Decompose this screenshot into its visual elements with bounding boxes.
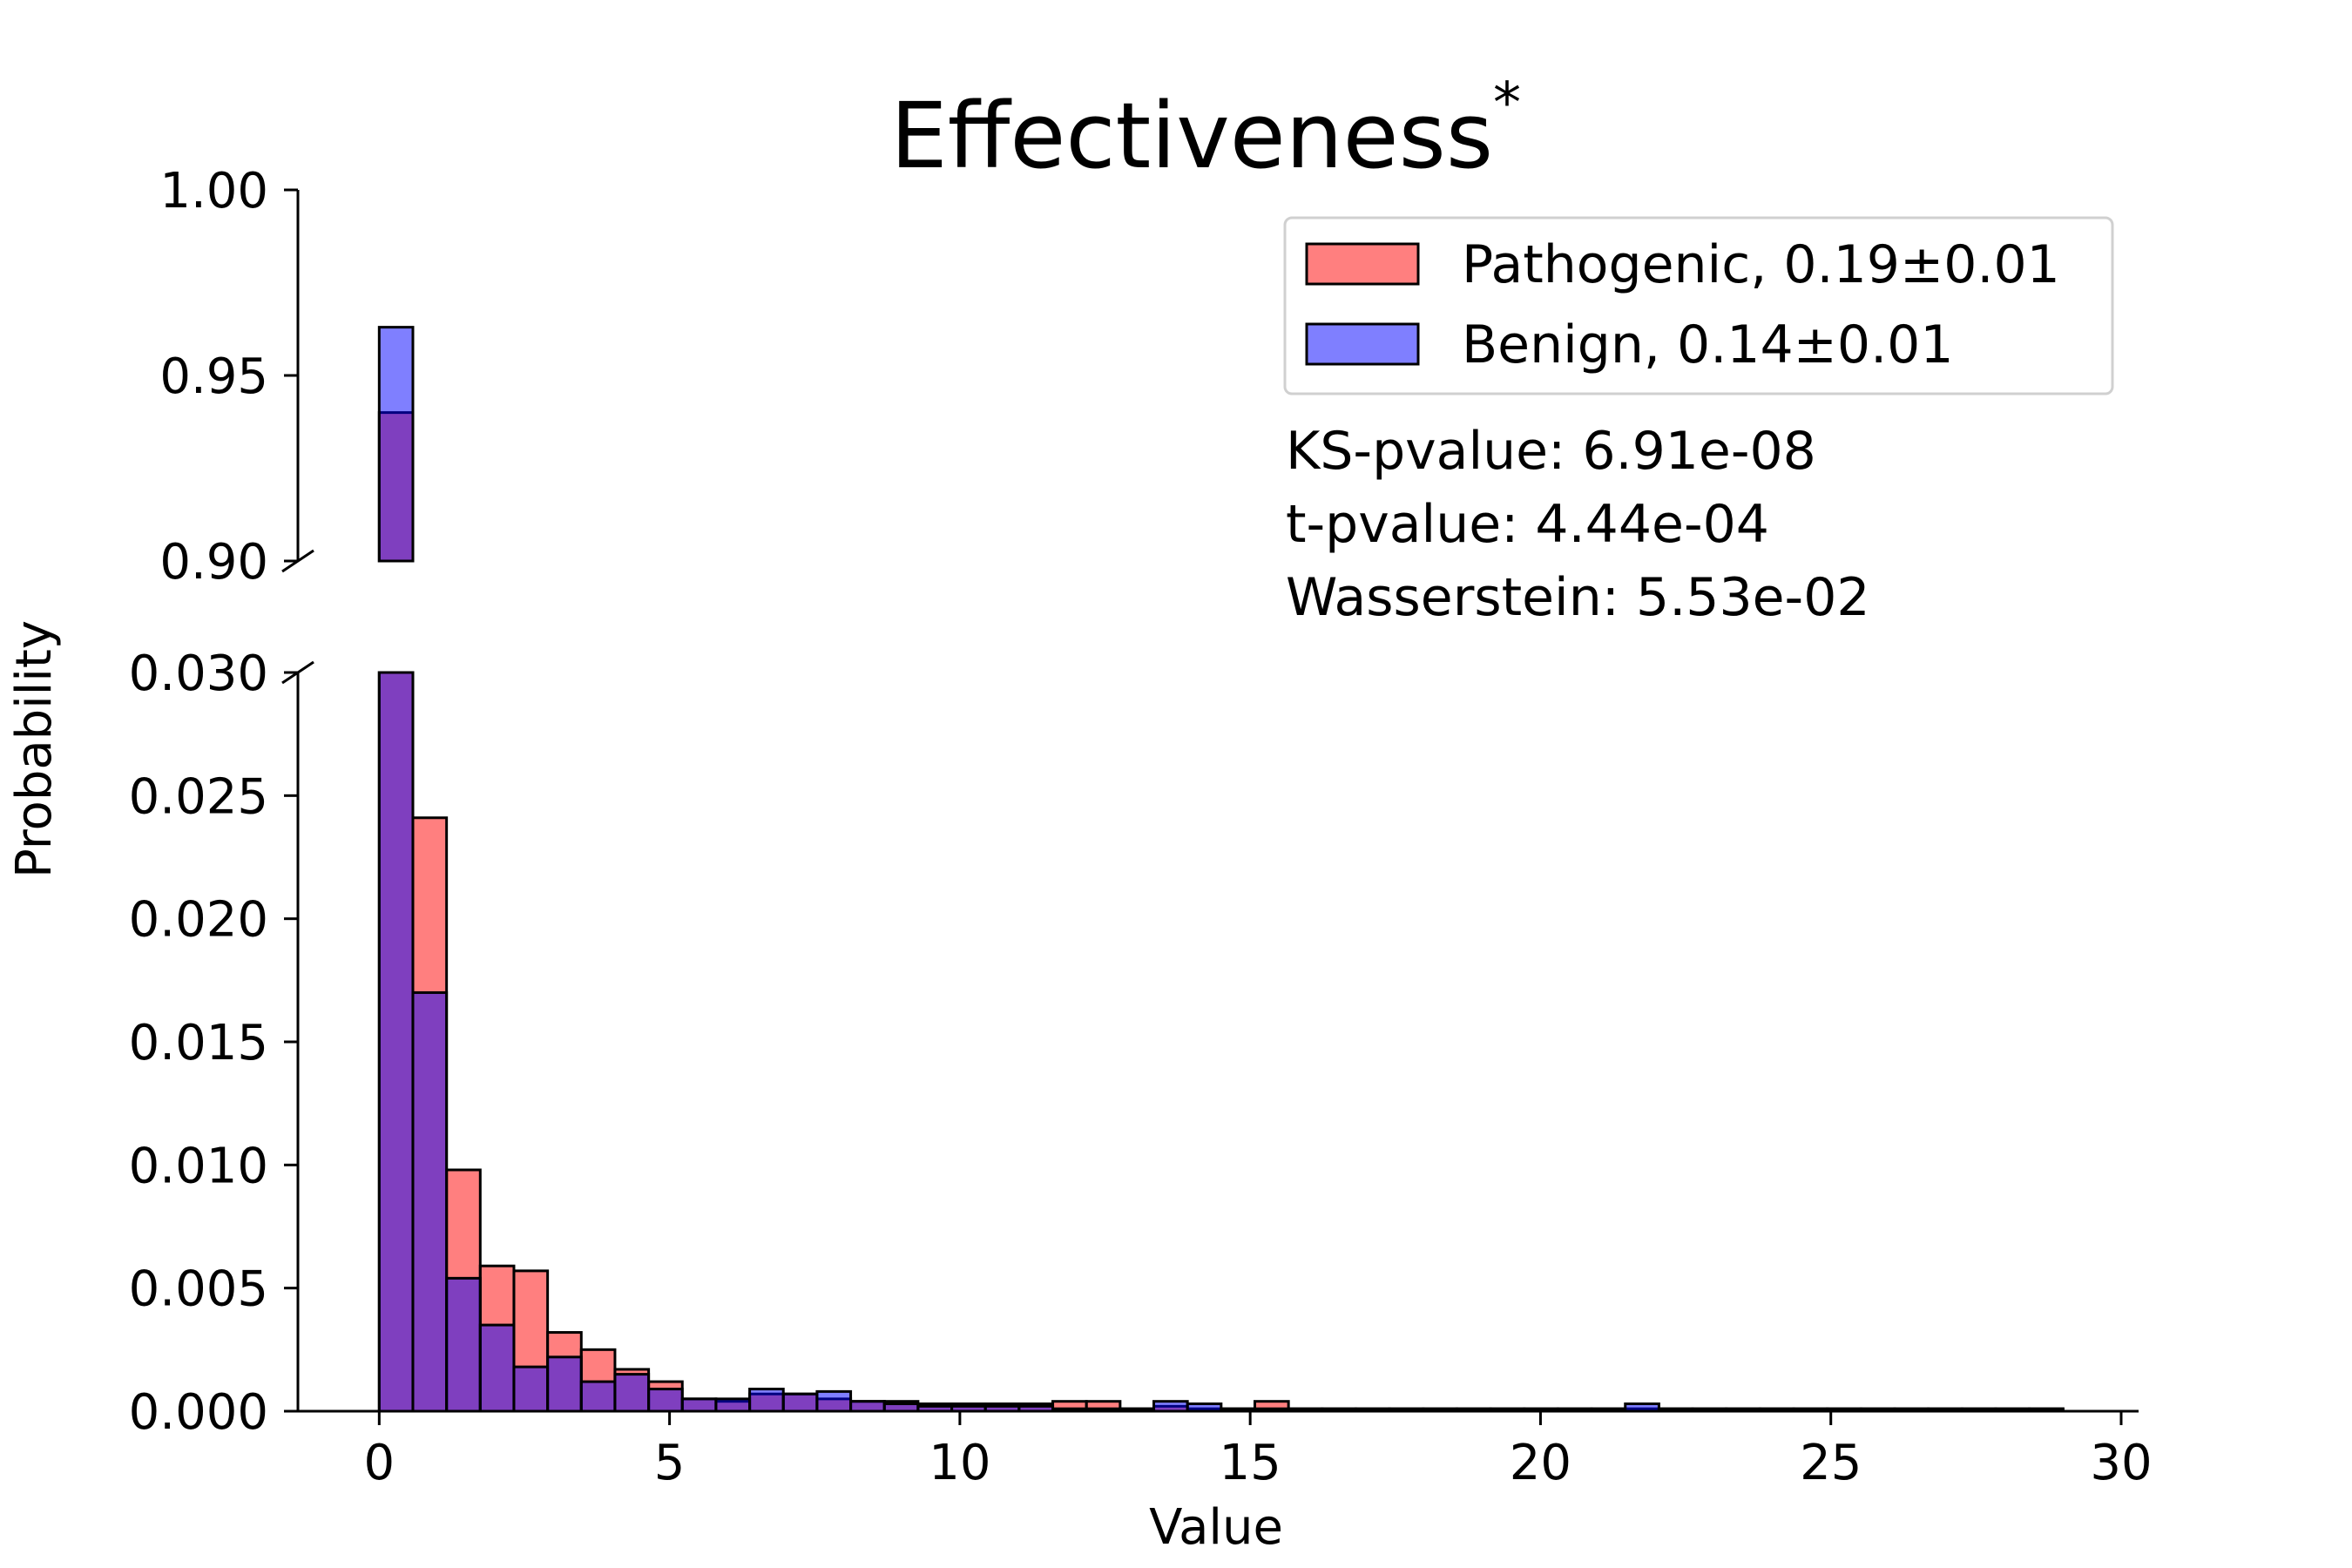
bar-benign-lower-23 bbox=[1152, 1400, 1189, 1413]
stats-annotation: KS-pvalue: 6.91e-08 t-pvalue: 4.44e-04 W… bbox=[1286, 421, 1870, 628]
bar-benign-lower-6 bbox=[579, 1380, 617, 1413]
x-tick-label-10: 10 bbox=[929, 1435, 990, 1491]
x-tick-label-20: 20 bbox=[1510, 1435, 1571, 1491]
lower-y-tick-label-0.030: 0.030 bbox=[129, 645, 268, 702]
bar-benign-lower-14 bbox=[849, 1400, 886, 1413]
stat-ks-pvalue: KS-pvalue: 6.91e-08 bbox=[1286, 421, 1816, 482]
legend-label-benign: Benign, 0.14±0.01 bbox=[1462, 314, 1954, 375]
x-tick-label-25: 25 bbox=[1800, 1435, 1862, 1491]
stat-t-pvalue: t-pvalue: 4.44e-04 bbox=[1286, 494, 1769, 555]
legend-label-pathogenic: Pathogenic, 0.19±0.01 bbox=[1462, 234, 2060, 295]
x-tick-label-0: 0 bbox=[363, 1435, 395, 1491]
bar-benign-upper-0 bbox=[377, 326, 415, 563]
legend: Pathogenic, 0.19±0.01 Benign, 0.14±0.01 bbox=[1283, 216, 2114, 395]
bar-benign-lower-13 bbox=[815, 1389, 853, 1413]
y-axis-label: Probability bbox=[6, 620, 63, 878]
legend-swatch-benign bbox=[1305, 322, 1420, 366]
upper-panel-bars bbox=[377, 326, 415, 563]
bar-benign-lower-0 bbox=[377, 671, 415, 1413]
upper-y-tick-label-1.00: 1.00 bbox=[159, 163, 268, 220]
bar-benign-lower-12 bbox=[781, 1392, 819, 1413]
legend-box bbox=[1283, 216, 2114, 395]
bar-benign-lower-5 bbox=[546, 1355, 583, 1413]
x-tick-label-15: 15 bbox=[1220, 1435, 1281, 1491]
bar-benign-lower-4 bbox=[512, 1365, 550, 1413]
bar-benign-lower-7 bbox=[613, 1373, 651, 1413]
lower-y-tick-label-0.000: 0.000 bbox=[129, 1384, 268, 1441]
lower-y-tick-label-0.025: 0.025 bbox=[129, 768, 268, 825]
bar-benign-lower-8 bbox=[647, 1388, 684, 1413]
stat-wasserstein: Wasserstein: 5.53e-02 bbox=[1286, 567, 1870, 628]
lower-y-tick-label-0.005: 0.005 bbox=[129, 1261, 268, 1318]
x-tick-label-5: 5 bbox=[654, 1435, 686, 1491]
bar-benign-lower-9 bbox=[680, 1397, 718, 1413]
lower-y-tick-label-0.015: 0.015 bbox=[129, 1015, 268, 1071]
bar-benign-lower-11 bbox=[748, 1388, 785, 1413]
lower-y-tick-label-0.010: 0.010 bbox=[129, 1138, 268, 1194]
upper-y-tick-label-0.90: 0.90 bbox=[159, 534, 268, 591]
lower-panel-bars bbox=[377, 671, 2065, 1413]
axis-ticks: 0 5 10 15 20 25 30 0.90 0.95 1.00 0.000 0.005 0.010 0… bbox=[129, 163, 2153, 1491]
chart-title: Effectiveness* bbox=[890, 71, 1521, 189]
lower-y-tick-label-0.020: 0.020 bbox=[129, 892, 268, 949]
legend-swatch-pathogenic bbox=[1305, 242, 1420, 286]
x-tick-label-30: 30 bbox=[2090, 1435, 2152, 1491]
bar-benign-lower-3 bbox=[478, 1323, 516, 1413]
bar-benign-lower-10 bbox=[714, 1397, 752, 1413]
x-axis-label: Value bbox=[1149, 1499, 1283, 1556]
bar-benign-lower-2 bbox=[445, 1276, 482, 1413]
bar-benign-lower-1 bbox=[411, 990, 449, 1413]
upper-y-tick-label-0.95: 0.95 bbox=[159, 348, 268, 405]
